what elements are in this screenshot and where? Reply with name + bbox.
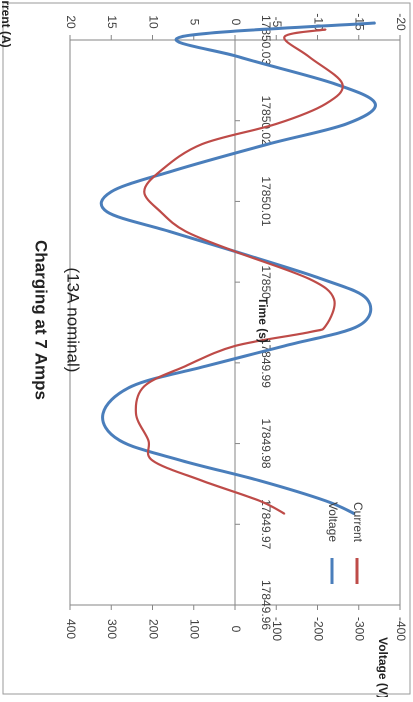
y2-axis-title: Current (A) bbox=[0, 0, 13, 48]
time-tick-label: 17849.99 bbox=[259, 338, 273, 388]
current-tick-label: 20 bbox=[64, 15, 78, 29]
voltage-data-point bbox=[106, 211, 108, 213]
y-axis-title: Voltage (V) bbox=[376, 637, 390, 697]
current-tick-label: -15 bbox=[353, 13, 367, 31]
voltage-tick-label: -400 bbox=[394, 617, 408, 641]
current-data-point bbox=[333, 298, 335, 300]
voltage-data-point bbox=[258, 479, 261, 482]
current-data-point bbox=[324, 28, 327, 31]
voltage-data-point bbox=[168, 230, 170, 233]
current-tick-label: 10 bbox=[146, 15, 160, 29]
voltage-tick-label: 200 bbox=[146, 619, 160, 639]
current-data-point bbox=[143, 190, 146, 193]
current-data-point bbox=[341, 82, 344, 85]
voltage-data-point bbox=[131, 385, 133, 388]
voltage-data-point bbox=[374, 102, 377, 105]
current-data-point bbox=[275, 123, 278, 125]
current-data-point bbox=[201, 479, 203, 482]
time-tick-label: 17850.03 bbox=[259, 15, 273, 65]
current-tick-label: 5 bbox=[188, 19, 202, 26]
current-data-point bbox=[159, 211, 162, 213]
voltage-data-point bbox=[110, 190, 113, 193]
current-data-point bbox=[234, 345, 236, 347]
current-data-point bbox=[135, 412, 137, 415]
current-data-point bbox=[283, 512, 286, 515]
time-tick-label: 17849.96 bbox=[259, 580, 273, 630]
voltage-data-point bbox=[374, 22, 377, 24]
voltage-data-point bbox=[267, 143, 269, 145]
current-data-point bbox=[234, 250, 236, 253]
current-data-point bbox=[308, 331, 311, 333]
chart-frame bbox=[2, 2, 411, 695]
voltage-tick-label: -100 bbox=[270, 617, 284, 641]
voltage-data-point bbox=[238, 56, 240, 58]
voltage-data-point bbox=[283, 345, 286, 347]
voltage-tick-label: -300 bbox=[353, 617, 367, 641]
current-data-point bbox=[159, 169, 162, 172]
time-tick-label: 17850.01 bbox=[259, 176, 273, 226]
time-tick-label: 17850 bbox=[259, 265, 273, 299]
x-axis-title: Time (s) bbox=[256, 297, 270, 343]
voltage-data-point bbox=[324, 500, 327, 502]
current-data-point bbox=[308, 56, 311, 58]
chart-subtitle: (13A nominal) bbox=[64, 268, 83, 373]
voltage-data-point bbox=[172, 169, 174, 172]
chart-title: Charging at 7 Amps bbox=[32, 240, 51, 400]
current-data-point bbox=[308, 278, 311, 280]
current-data-point bbox=[324, 324, 327, 327]
voltage-data-point bbox=[345, 123, 348, 125]
voltage-tick-label: -200 bbox=[311, 617, 325, 641]
time-tick-label: 17849.97 bbox=[259, 499, 273, 549]
current-data-point bbox=[184, 365, 187, 367]
voltage-data-point bbox=[180, 35, 183, 38]
voltage-data-point bbox=[180, 459, 183, 462]
current-data-point bbox=[201, 143, 203, 145]
current-data-point bbox=[324, 102, 327, 105]
current-tick-label: -20 bbox=[394, 13, 408, 31]
voltage-legend-label: Voltage bbox=[326, 502, 340, 542]
current-tick-label: 15 bbox=[105, 15, 119, 29]
voltage-data-point bbox=[118, 439, 121, 442]
current-data-point bbox=[143, 385, 146, 388]
voltage-data-point bbox=[357, 324, 360, 327]
current-tick-label: -10 bbox=[311, 13, 325, 31]
voltage-data-point bbox=[102, 412, 104, 415]
voltage-data-point bbox=[353, 512, 356, 515]
current-tick-label: -5 bbox=[270, 17, 284, 28]
voltage-tick-label: 300 bbox=[105, 619, 119, 639]
voltage-data-point bbox=[333, 82, 335, 85]
current-data-point bbox=[147, 439, 150, 442]
current-legend-label: Current bbox=[351, 502, 365, 543]
time-tick-label: 17850.02 bbox=[259, 96, 273, 146]
voltage-tick-label: 400 bbox=[64, 619, 78, 639]
current-data-point bbox=[151, 459, 154, 462]
voltage-tick-label: 0 bbox=[229, 626, 243, 633]
voltage-data-point bbox=[205, 365, 207, 367]
time-tick-label: 17849.98 bbox=[259, 419, 273, 469]
current-data-point bbox=[283, 35, 286, 38]
current-tick-label: 0 bbox=[229, 19, 243, 26]
current-data-point bbox=[184, 230, 187, 233]
current-data-point bbox=[258, 500, 261, 502]
voltage-data-point bbox=[320, 278, 323, 280]
voltage-tick-label: 100 bbox=[188, 619, 202, 639]
voltage-data-point bbox=[366, 298, 368, 300]
